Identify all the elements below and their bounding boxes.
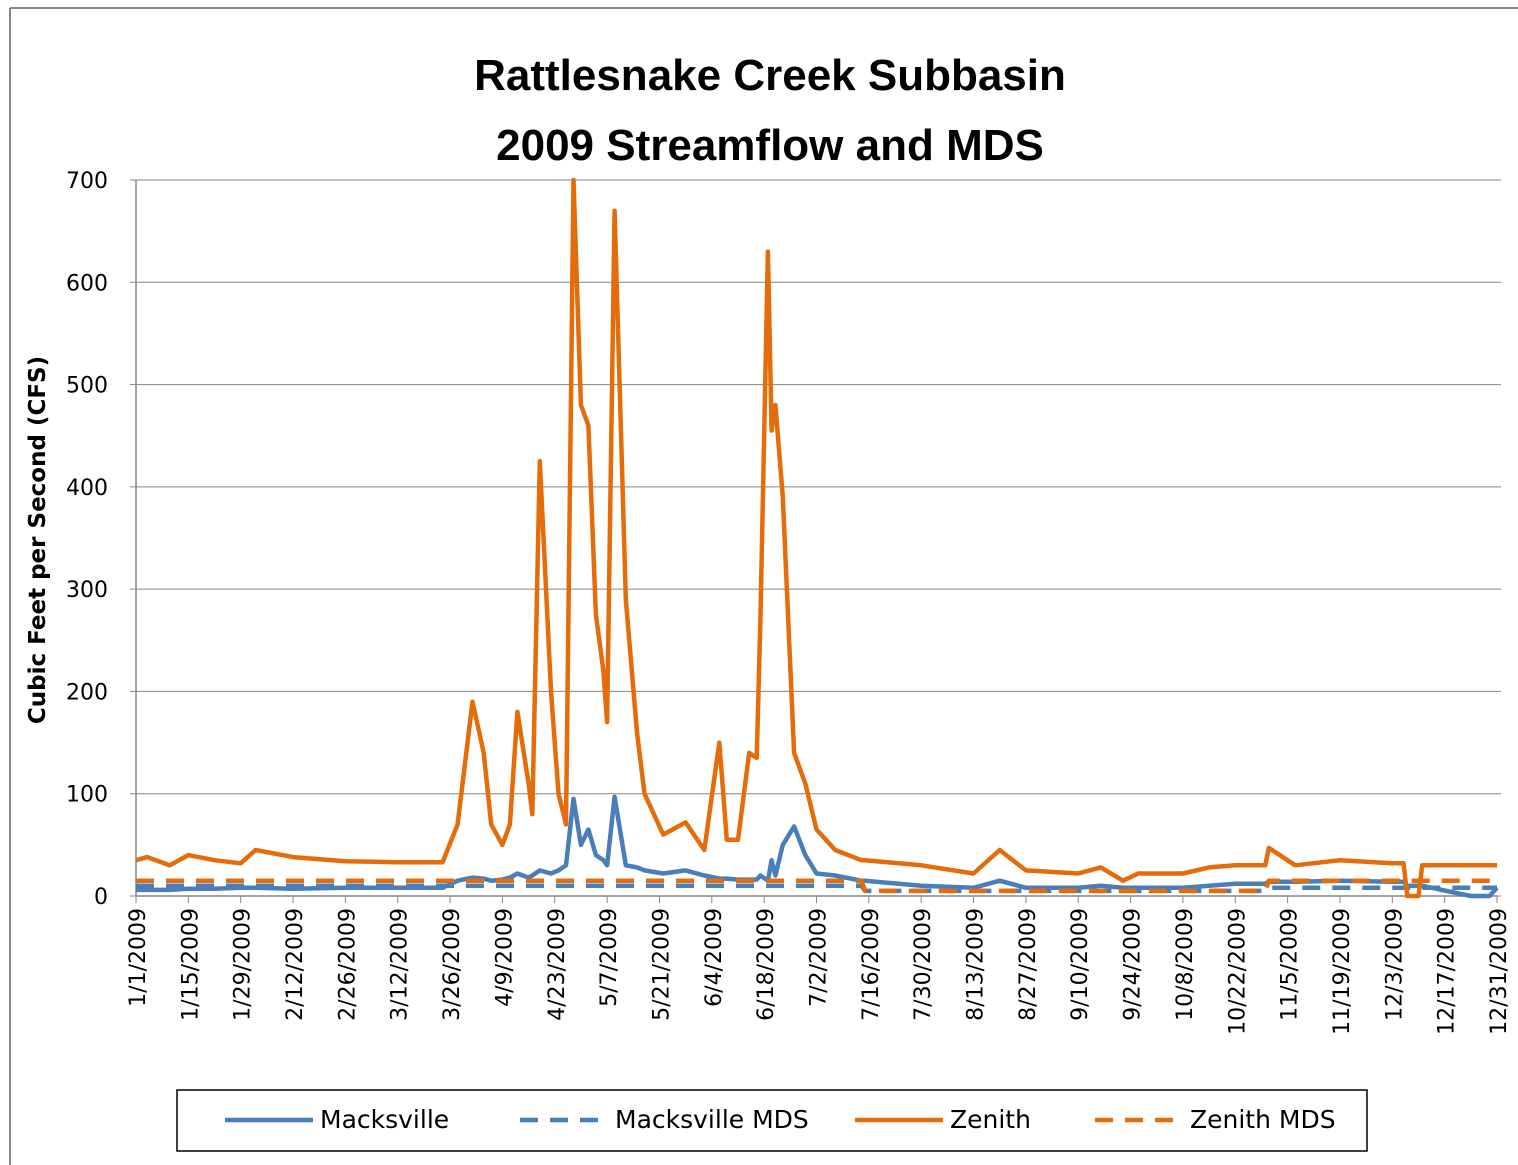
x-tick-label: 1/29/2009: [231, 908, 256, 1021]
y-axis-label: Cubic Feet per Second (CFS): [25, 356, 51, 724]
legend-label: Zenith MDS: [1190, 1105, 1336, 1134]
x-tick-label: 3/26/2009: [440, 908, 465, 1021]
x-tick-label: 7/30/2009: [911, 908, 936, 1021]
y-tick-label: 0: [94, 885, 108, 910]
y-tick-label: 100: [66, 783, 108, 808]
x-tick-label: 4/23/2009: [545, 908, 570, 1021]
x-tick-label: 5/21/2009: [649, 908, 674, 1021]
x-tick-label: 6/18/2009: [754, 908, 779, 1021]
x-tick-label: 12/31/2009: [1487, 908, 1512, 1035]
x-tick-label: 1/1/2009: [126, 908, 151, 1007]
x-tick-label: 8/13/2009: [964, 908, 989, 1021]
x-tick-label: 4/9/2009: [492, 908, 517, 1007]
x-tick-label: 7/2/2009: [807, 908, 832, 1007]
x-tick-label: 10/22/2009: [1225, 908, 1250, 1035]
x-tick-label: 12/17/2009: [1435, 908, 1460, 1035]
x-tick-label: 9/10/2009: [1068, 908, 1093, 1021]
x-tick-label: 2/26/2009: [335, 908, 360, 1021]
series-line: [135, 177, 1497, 899]
x-tick-label: 11/19/2009: [1330, 908, 1355, 1035]
y-tick-label: 300: [66, 578, 108, 603]
x-tick-label: 3/12/2009: [388, 908, 413, 1021]
chart-title: 2009 Streamflow and MDS: [496, 121, 1044, 170]
y-tick-label: 200: [66, 680, 108, 705]
legend-label: Zenith: [950, 1105, 1031, 1134]
chart-title: Rattlesnake Creek Subbasin: [474, 51, 1066, 100]
x-tick-label: 10/8/2009: [1173, 908, 1198, 1021]
x-tick-label: 1/15/2009: [178, 908, 203, 1021]
x-tick-label: 11/5/2009: [1278, 908, 1303, 1021]
x-tick-label: 6/4/2009: [702, 908, 727, 1007]
series-line: [136, 878, 1497, 894]
y-tick-label: 600: [66, 271, 108, 296]
legend-label: Macksville: [320, 1105, 449, 1134]
y-tick-label: 700: [66, 169, 108, 194]
y-tick-label: 400: [66, 476, 108, 501]
x-tick-label: 12/3/2009: [1382, 908, 1407, 1021]
x-tick-label: 9/24/2009: [1121, 908, 1146, 1021]
x-tick-label: 5/7/2009: [597, 908, 622, 1007]
y-tick-label: 500: [66, 374, 108, 399]
x-tick-label: 2/12/2009: [283, 908, 308, 1021]
legend-label: Macksville MDS: [615, 1105, 809, 1134]
x-tick-label: 7/16/2009: [859, 908, 884, 1021]
x-tick-label: 8/27/2009: [1016, 908, 1041, 1021]
